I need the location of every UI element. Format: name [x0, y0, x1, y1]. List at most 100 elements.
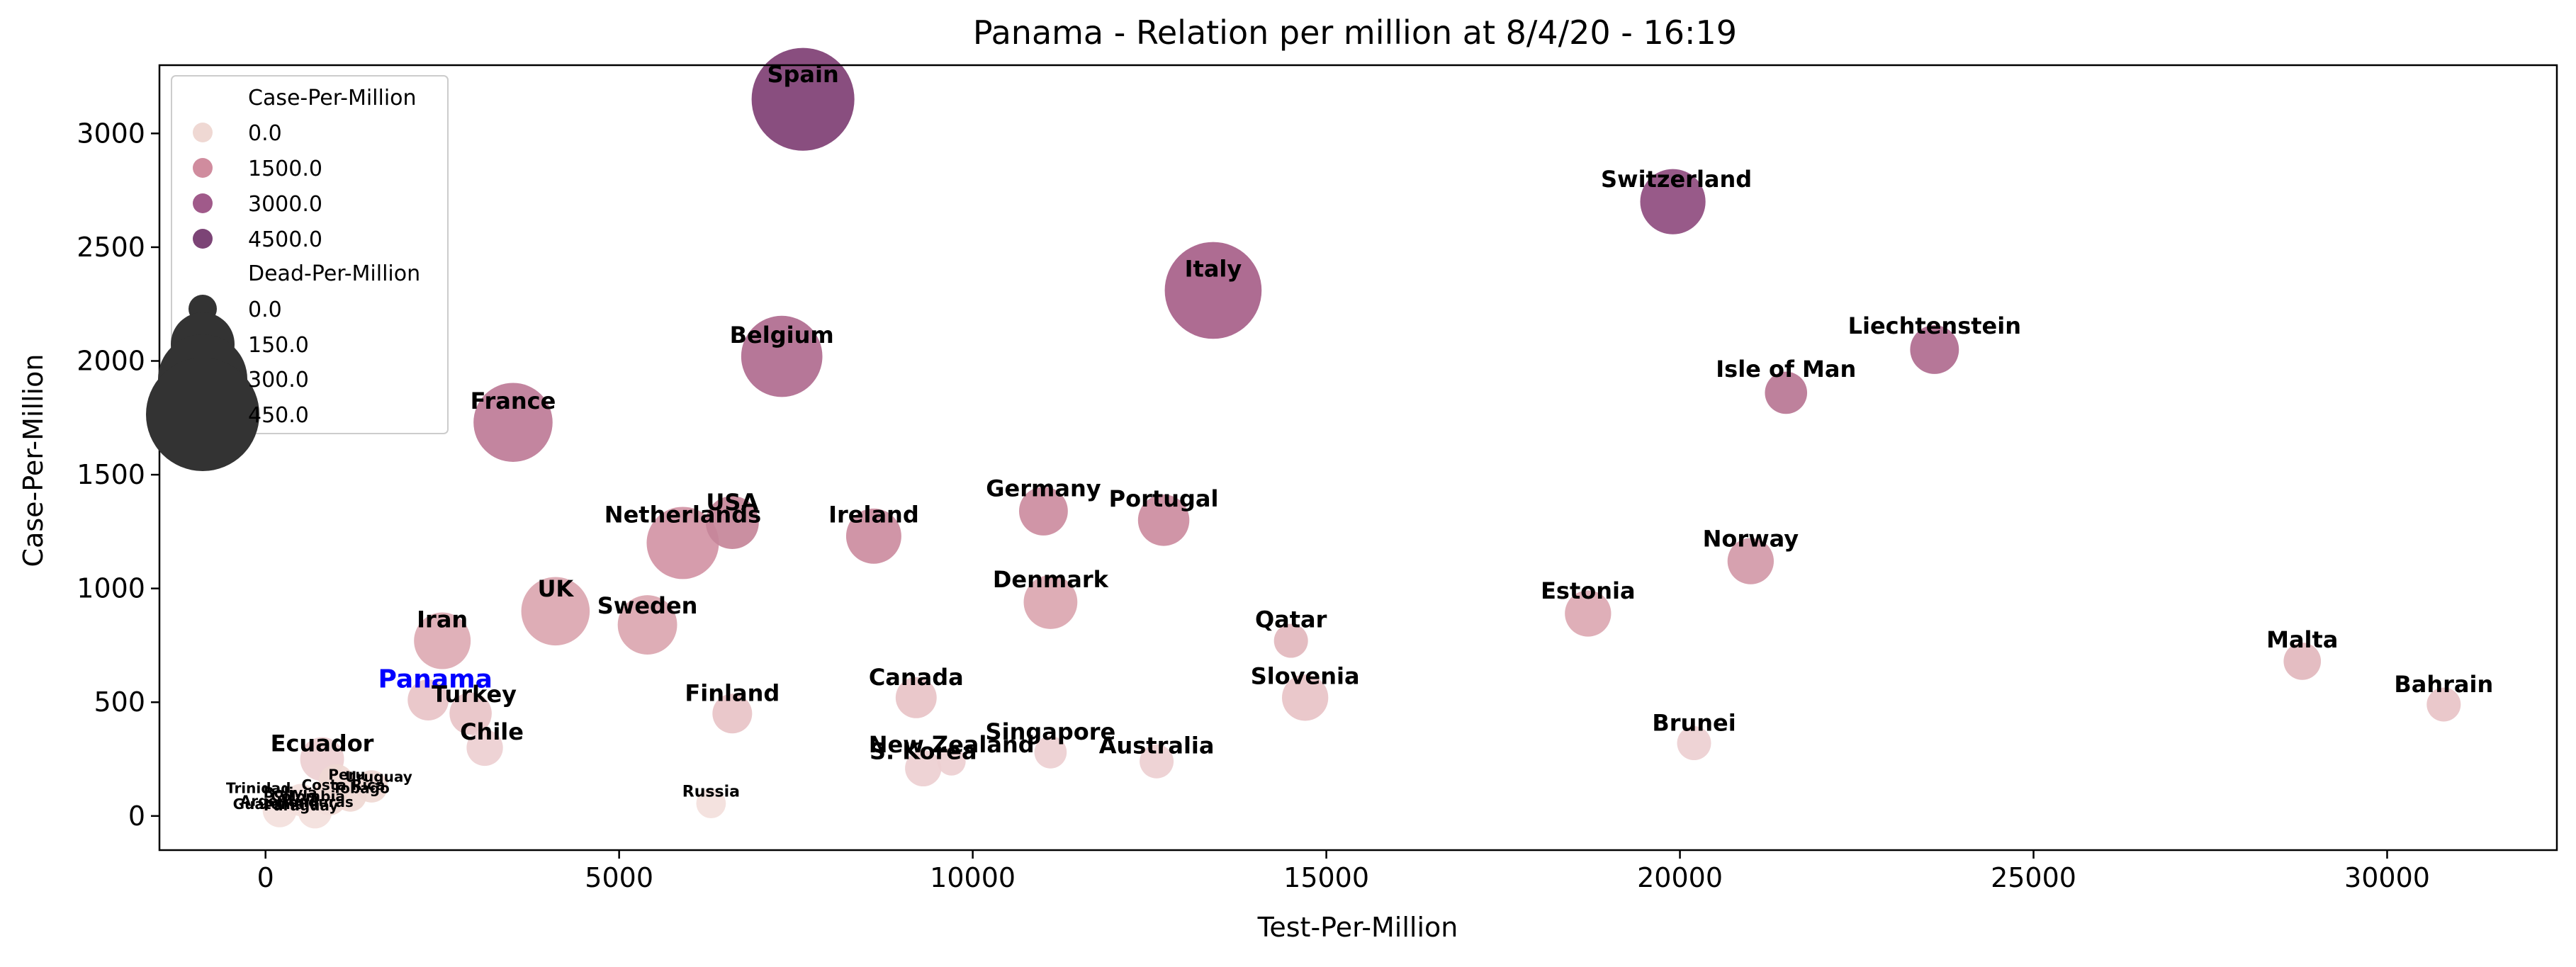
scatter-point-uk [521, 577, 590, 646]
data-label-denmark: Denmark [993, 566, 1109, 593]
scatter-point-unlabeled-40 [284, 784, 317, 817]
legend-size-marker [146, 358, 259, 471]
scatter-point-norway [1727, 538, 1774, 584]
scatter-point-finland [712, 694, 753, 734]
data-label-germany: Germany [986, 475, 1101, 502]
scatter-point-canada [895, 677, 937, 718]
plot-area-frame [158, 64, 2558, 852]
scatter-point-singapore [1034, 736, 1067, 769]
data-label-chile: Chile [460, 718, 524, 745]
legend-size-label: 450.0 [248, 403, 309, 428]
data-label-uruguay: Uruguay [345, 769, 412, 786]
scatter-point-new-zealand [937, 747, 966, 776]
data-label-brunei: Brunei [1652, 709, 1736, 736]
scatter-point-chile [466, 729, 503, 767]
y-tick-label: 2500 [77, 232, 145, 263]
data-label-france: France [471, 388, 556, 414]
data-label-italy: Italy [1185, 256, 1242, 283]
y-axis-ticks: 0 500 1000 1500 2000 2500 3000 [77, 118, 159, 832]
scatter-point-france [473, 383, 553, 462]
y-tick-label: 500 [94, 686, 145, 718]
legend-size-title: Dead-Per-Million [248, 261, 420, 286]
data-label-iran: Iran [417, 606, 468, 633]
data-label-estonia: Estonia [1541, 577, 1636, 604]
scatter-point-portugal [1137, 494, 1190, 546]
data-label-canada: Canada [869, 664, 964, 691]
data-label-liechtenstein: Liechtenstein [1848, 312, 2021, 339]
scatter-point-s-korea [905, 750, 942, 787]
x-tick-label: 10000 [930, 862, 1016, 893]
y-tick-label: 0 [128, 801, 145, 832]
scatter-point-netherlands [646, 507, 719, 579]
data-label-switzerland: Switzerland [1601, 166, 1752, 193]
x-axis-label: Test-Per-Million [1257, 912, 1458, 943]
scatter-point-spain [751, 47, 855, 151]
scatter-point-usa [705, 496, 759, 549]
chart-title: Panama - Relation per million at 8/4/20 … [973, 13, 1737, 52]
data-label-malta: Malta [2266, 626, 2338, 653]
data-label-ireland: Ireland [828, 502, 919, 528]
x-tick-label: 30000 [2344, 862, 2430, 893]
scatter-point-switzerland [1640, 169, 1706, 234]
data-label-qatar: Qatar [1255, 606, 1327, 633]
scatter-point-ireland [845, 508, 901, 564]
legend-size-label: 300.0 [248, 368, 309, 392]
data-label-trinidad: Trinidad [226, 780, 291, 797]
legend-hue-marker [193, 193, 213, 213]
x-tick-label: 0 [257, 862, 274, 893]
point-labels-layer: SpainSwitzerlandItalyLiechtensteinBelgiu… [226, 61, 2493, 814]
data-label-slovenia: Slovenia [1251, 663, 1360, 690]
scatter-point-liechtenstein [1910, 325, 1959, 374]
data-label-portugal: Portugal [1109, 485, 1219, 512]
legend-hue-marker [193, 229, 213, 249]
legend-hue-marker [193, 123, 213, 142]
data-label-uk: UK [537, 575, 574, 602]
data-label-belgium: Belgium [730, 322, 834, 349]
x-tick-label: 20000 [1637, 862, 1723, 893]
data-label-sweden: Sweden [597, 592, 698, 619]
legend-hue-label: 1500.0 [248, 157, 322, 181]
scatter-point-brunei [1677, 726, 1711, 761]
data-label-s-korea: S. Korea [870, 738, 977, 765]
data-label-bahrain: Bahrain [2394, 671, 2493, 698]
data-label-finland: Finland [685, 680, 780, 707]
scatter-point-russia [696, 788, 726, 819]
x-axis-ticks: 0 5000 10000 15000 20000 25000 30000 [257, 850, 2430, 893]
data-label-turkey: Turkey [432, 681, 517, 708]
scatter-point-slovenia [1282, 674, 1329, 721]
data-label-netherlands: Netherlands [604, 502, 761, 528]
scatter-point-isle-of-man [1765, 371, 1808, 414]
scatter-point-estonia [1565, 590, 1612, 637]
scatter-point-iran [414, 612, 471, 669]
data-label-tobago: Tobago [332, 780, 390, 797]
data-label-guatemala: Guatemala [233, 796, 320, 813]
legend-size-label: 0.0 [248, 298, 282, 322]
points-layer [262, 47, 2461, 829]
legend-hue-marker [193, 158, 213, 178]
scatter-point-australia [1140, 744, 1174, 779]
legend-hue-title: Case-Per-Million [248, 86, 417, 111]
data-label-peru: Peru [328, 766, 365, 783]
legend-size-label: 150.0 [248, 333, 309, 358]
x-tick-label: 15000 [1283, 862, 1369, 893]
y-tick-label: 1500 [77, 459, 145, 490]
scatter-point-italy [1164, 242, 1262, 339]
scatter-point-bahrain [2426, 687, 2461, 722]
data-label-honduras: Honduras [276, 793, 354, 810]
data-label-isle-of-man: Isle of Man [1716, 356, 1856, 383]
legend-hue-label: 0.0 [248, 121, 282, 146]
scatter-point-belgium [741, 315, 823, 397]
data-label-colombia: Colombia [271, 788, 345, 805]
data-label-singapore: Singapore [986, 718, 1116, 745]
data-label-new-zealand: New Zealand [869, 731, 1035, 758]
data-label-argentina: Argentina [240, 792, 320, 809]
data-label-panama: Panama [378, 665, 492, 694]
legend-box [171, 75, 449, 434]
y-axis-label: Case-Per-Million [18, 354, 49, 567]
data-label-paraguay: Paraguay [264, 797, 338, 814]
legend: Case-Per-Million 0.0 1500.0 3000.0 4500.0 Dea… [146, 75, 449, 471]
y-tick-label: 2000 [77, 346, 145, 377]
x-tick-label: 5000 [585, 862, 653, 893]
data-label-bolivia: Bolivia [264, 784, 317, 801]
